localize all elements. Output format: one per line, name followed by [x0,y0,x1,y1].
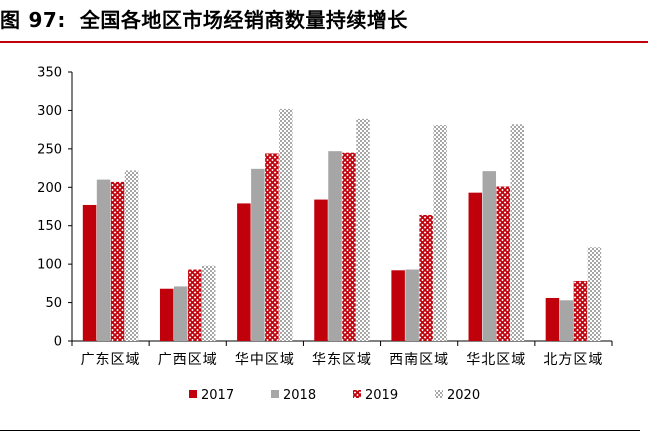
bottom-divider [0,430,640,431]
title-divider [0,41,648,43]
legend-label-2020: 2020 [447,388,480,403]
bar-2018-6 [559,300,574,341]
figure-label: 图 [0,8,21,32]
bar-2018-3 [328,151,342,341]
x-category-label: 华东区域 [312,352,372,368]
bar-2018-4 [405,269,419,341]
bar-2017-5 [468,192,483,341]
x-category-label: 西南区域 [389,352,449,368]
legend-swatch-2019 [353,390,361,398]
legend-swatch-2018 [271,390,279,398]
y-tick-label: 200 [37,181,62,196]
bar-2020-5 [510,124,525,342]
bar-2018-1 [173,286,188,341]
bar-2019-3 [342,152,356,341]
bar-2019-5 [496,186,511,341]
bar-2019-6 [573,281,588,341]
bar-2017-2 [237,203,251,341]
bar-2020-6 [587,247,602,341]
bar-2020-1 [201,265,216,341]
y-tick-label: 350 [37,66,62,81]
y-tick-label: 100 [37,258,62,273]
y-tick-label: 50 [45,296,62,311]
bar-2020-2 [279,108,293,342]
x-category-label: 华中区域 [235,352,295,368]
bar-2018-0 [96,179,111,341]
bar-2017-4 [391,270,405,341]
legend-label-2018: 2018 [283,388,316,403]
bar-2019-2 [265,153,279,341]
bar-2020-0 [124,170,139,341]
figure-title-text: 全国各地区市场经销商数量持续增长 [79,8,408,32]
bar-2019-4 [419,214,433,341]
figure-title: 图 97: 全国各地区市场经销商数量持续增长 [0,4,648,32]
bar-2018-2 [251,168,265,341]
bar-2017-6 [545,297,560,341]
bar-2019-0 [110,181,125,341]
x-category-label: 华北区域 [466,352,526,368]
y-tick-label: 150 [37,219,62,234]
legend-label-2017: 2017 [201,388,234,403]
y-tick-label: 0 [54,335,62,350]
bar-2017-1 [159,288,174,341]
bar-2017-3 [314,199,328,341]
bar-2019-1 [187,269,202,341]
x-category-label: 广东区域 [81,352,141,368]
bar-2020-4 [433,125,447,341]
y-tick-label: 300 [37,104,62,119]
bar-2017-0 [82,204,97,341]
y-tick-label: 250 [37,142,62,157]
legend-swatch-2017 [189,390,197,398]
bar-2018-5 [482,171,497,341]
figure-number: 97: [28,8,66,32]
x-category-label: 北方区域 [543,352,603,368]
bar-2020-3 [356,118,370,341]
legend-label-2019: 2019 [365,388,398,403]
x-category-label: 广西区域 [158,352,218,368]
legend-swatch-2020 [435,390,443,398]
